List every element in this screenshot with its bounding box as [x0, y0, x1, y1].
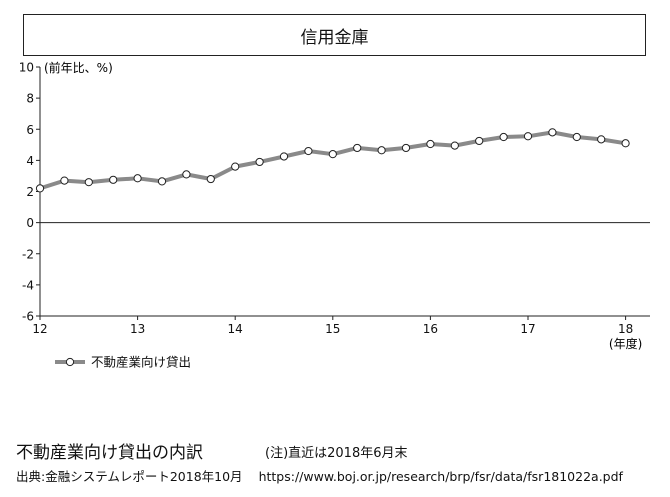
- data-point: [35, 184, 45, 193]
- source-url[interactable]: https://www.boj.or.jp/research/brp/fsr/d…: [258, 469, 623, 484]
- x-tick-label: 17: [520, 322, 535, 336]
- data-point: [499, 132, 508, 142]
- source-text: 出典:金融システムレポート2018年10月: [16, 469, 243, 484]
- data-point: [523, 132, 533, 141]
- data-point: [475, 136, 484, 146]
- data-point: [572, 132, 581, 142]
- axes: [39, 67, 650, 317]
- x-axis-ticks: 12 13 14 15 16 17 18: [32, 316, 633, 336]
- y-tick-label: 0: [26, 216, 34, 230]
- data-point: [157, 177, 167, 186]
- x-tick-label: 12: [32, 322, 47, 336]
- y-tick-label: 2: [26, 185, 34, 199]
- data-point: [353, 143, 362, 153]
- data-point: [548, 128, 557, 137]
- chart-title: 信用金庫: [23, 14, 646, 56]
- x-tick-label: 15: [325, 322, 340, 336]
- caption-note: (注)直近は2018年6月末: [265, 446, 408, 461]
- data-point: [377, 146, 386, 155]
- y-axis-ticks: -6 -4 -2 0 2 4 6 8 10: [19, 61, 40, 324]
- data-point: [279, 152, 289, 161]
- y-tick-label: 8: [26, 92, 34, 106]
- data-point: [109, 175, 118, 184]
- x-axis-label: (年度): [609, 336, 642, 351]
- caption-title: 不動産業向け貸出の内訳: [16, 443, 203, 463]
- data-point: [182, 170, 191, 179]
- data-point: [206, 174, 215, 184]
- legend: 不動産業向け貸出: [55, 355, 191, 370]
- legend-label: 不動産業向け貸出: [91, 355, 191, 370]
- data-point: [426, 139, 435, 149]
- y-tick-label: 4: [26, 154, 34, 168]
- y-tick-label: -4: [22, 278, 34, 292]
- data-point: [255, 157, 264, 167]
- y-tick-label: -2: [22, 247, 34, 261]
- data-point: [597, 135, 606, 144]
- legend-marker: [65, 357, 75, 367]
- data-point: [621, 139, 630, 148]
- data-point: [328, 150, 337, 159]
- data-point: [304, 146, 313, 156]
- x-tick-label: 13: [130, 322, 145, 336]
- data-point: [231, 162, 240, 171]
- series-line: [39, 130, 626, 191]
- data-point: [450, 141, 459, 150]
- data-point: [401, 143, 411, 153]
- y-tick-label: 10: [19, 61, 34, 75]
- y-tick-label: 6: [26, 123, 34, 137]
- source-line: 出典:金融システムレポート2018年10月 https://www.boj.or.…: [16, 466, 623, 485]
- data-point: [60, 176, 69, 185]
- data-point: [133, 174, 142, 183]
- y-tick-label: -6: [22, 310, 34, 324]
- x-tick-label: 14: [228, 322, 243, 336]
- series: [35, 128, 630, 193]
- data-point: [84, 178, 93, 187]
- x-tick-label: 16: [423, 322, 438, 336]
- y-axis-label: (前年比、%): [44, 60, 113, 75]
- x-tick-label: 18: [618, 322, 633, 336]
